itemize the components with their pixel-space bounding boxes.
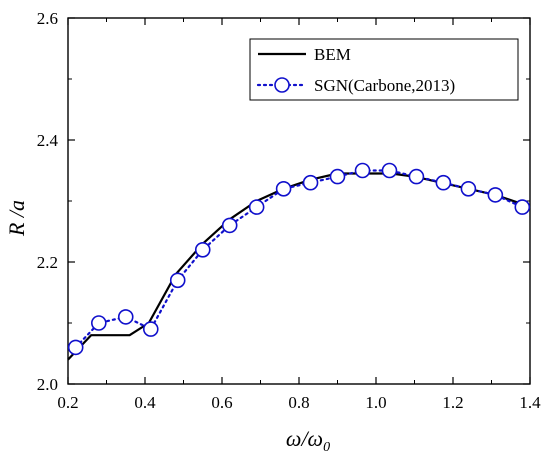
x-axis-label-main: ω/ω [286, 426, 323, 451]
series-line-bem [67, 172, 523, 361]
data-point-sgn [487, 187, 504, 203]
data-point-sgn [169, 272, 186, 289]
series-line-sgn [74, 169, 524, 349]
legend-marker-sgn [274, 77, 290, 93]
data-point-sgn [142, 321, 159, 337]
data-point-sgn [248, 199, 265, 215]
x-tick-label: 0.8 [288, 393, 309, 412]
data-point-sgn [329, 168, 346, 185]
legend: BEM SGN(Carbone,2013) [249, 38, 519, 101]
x-tick-label: 1.2 [442, 393, 463, 412]
data-point-sgn [460, 181, 477, 197]
tick-labels: 0.2 0.4 0.6 0.8 1.0 1.2 1.4 2.0 2.2 2.4 2.6 [37, 9, 541, 412]
series-layer [67, 162, 531, 361]
x-axis-label-sub: 0 [323, 440, 330, 455]
data-point-sgn [435, 174, 452, 191]
y-axis-label: R /a [4, 200, 29, 237]
data-point-sgn [408, 168, 425, 185]
data-point-sgn [302, 174, 319, 191]
data-point-sgn [221, 217, 238, 234]
data-point-sgn [91, 315, 107, 331]
axis-ticks [67, 17, 531, 385]
x-tick-label: 0.2 [57, 393, 78, 412]
data-point-sgn [514, 199, 531, 215]
x-tick-label: 1.4 [519, 393, 541, 412]
x-tick-label: 0.4 [134, 393, 156, 412]
data-point-sgn [194, 242, 211, 258]
data-point-sgn [67, 339, 84, 356]
y-tick-label: 2.4 [37, 131, 59, 150]
data-point-sgn [354, 162, 371, 179]
data-point-sgn [381, 162, 398, 179]
data-point-sgn [117, 309, 134, 325]
x-axis-label: ω/ω0 [286, 426, 330, 455]
x-tick-label: 1.0 [365, 393, 386, 412]
y-tick-label: 2.2 [37, 253, 58, 272]
y-tick-label: 2.6 [37, 9, 58, 28]
y-tick-label: 2.0 [37, 375, 58, 394]
legend-box [249, 38, 519, 101]
data-point-sgn [275, 181, 292, 197]
x-tick-label: 0.6 [211, 393, 232, 412]
legend-label-bem: BEM [314, 45, 351, 64]
legend-label-sgn: SGN(Carbone,2013) [314, 76, 455, 95]
